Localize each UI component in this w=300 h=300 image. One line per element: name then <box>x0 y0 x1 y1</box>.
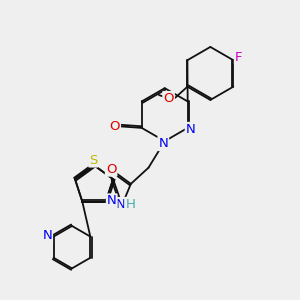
Text: N: N <box>42 230 52 242</box>
Text: N: N <box>107 194 117 207</box>
Text: H: H <box>125 198 135 211</box>
Text: N: N <box>116 198 125 211</box>
Text: S: S <box>89 154 98 166</box>
Text: O: O <box>110 120 120 133</box>
Text: N: N <box>158 137 168 150</box>
Text: O: O <box>106 163 116 176</box>
Text: O: O <box>163 92 174 105</box>
Text: N: N <box>186 123 196 136</box>
Text: F: F <box>235 51 242 64</box>
